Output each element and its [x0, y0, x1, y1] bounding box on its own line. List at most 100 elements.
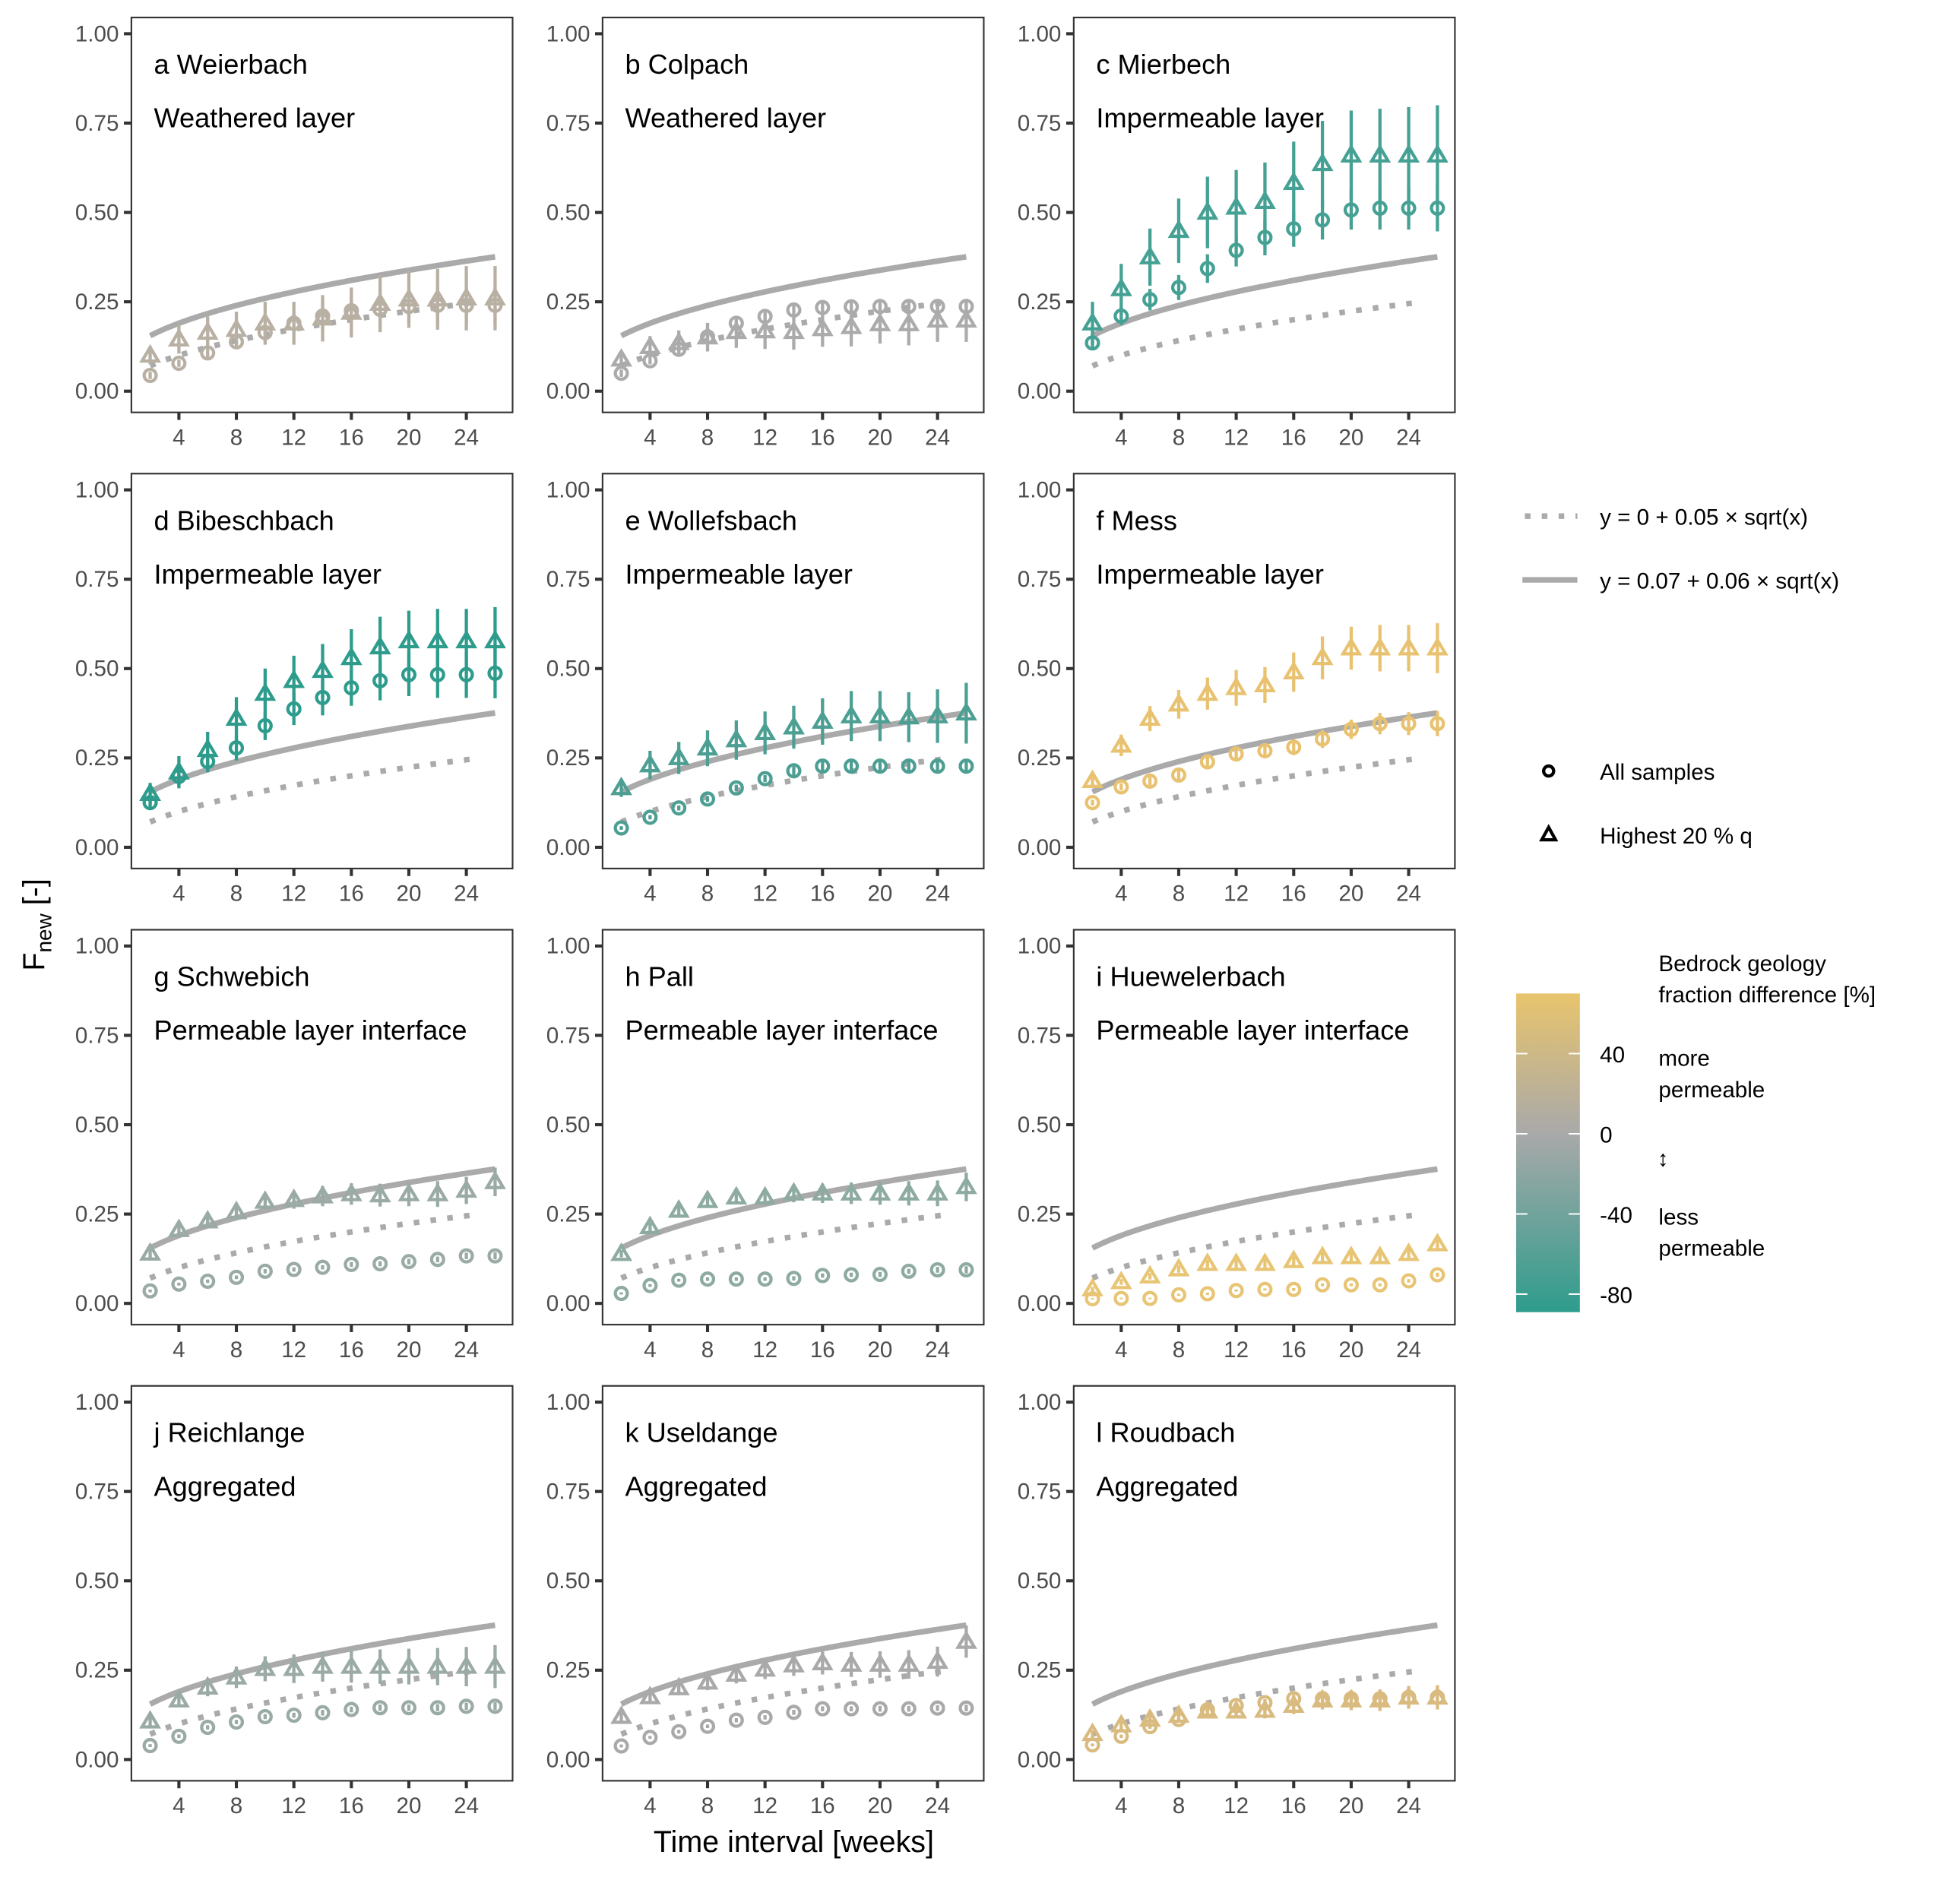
- x-tick-label: 12: [281, 425, 306, 450]
- reference-line-dotted: [1091, 1211, 1423, 1281]
- point-all-samples-circle: [699, 1718, 716, 1734]
- reference-line-solid: [1091, 254, 1438, 339]
- point-highest-20-triangle: [1311, 1246, 1334, 1265]
- x-tick-label: 20: [397, 882, 422, 907]
- point-all-samples-circle: [401, 299, 417, 315]
- y-tick-label: 0.00: [75, 379, 119, 404]
- point-all-samples-circle: [728, 780, 744, 796]
- point-all-samples-circle: [642, 1730, 658, 1746]
- point-all-samples-circle: [200, 345, 216, 361]
- point-highest-20-triangle: [926, 309, 949, 328]
- point-highest-20-triangle: [696, 736, 719, 756]
- panels-grid: 0.00 0.25 0.50 0.75 1.00 4 8 12 16 20 24 a Weierbac…: [75, 16, 1456, 1818]
- panel-subtitle: Aggregated: [625, 1470, 767, 1502]
- x-tick-label: 24: [454, 1337, 479, 1363]
- point-highest-20-triangle: [840, 1653, 863, 1672]
- point-highest-20-triangle: [397, 1182, 420, 1201]
- legend-highest-20-label: Highest 20 % q: [1600, 824, 1753, 849]
- point-all-samples-circle: [757, 309, 773, 324]
- point-all-samples-circle: [671, 1723, 687, 1739]
- point-highest-20-triangle: [312, 1185, 334, 1204]
- point-all-samples-circle: [286, 315, 302, 331]
- point-all-samples-circle: [1315, 1277, 1331, 1293]
- point-highest-20-triangle: [1369, 144, 1392, 163]
- point-highest-20-triangle: [1340, 144, 1363, 163]
- point-highest-20-triangle: [1282, 660, 1305, 680]
- point-all-samples-circle: [1401, 1689, 1417, 1705]
- point-all-samples-circle: [1343, 1277, 1359, 1293]
- y-tick-label: 0.00: [546, 379, 591, 404]
- point-highest-20-triangle: [426, 1655, 449, 1674]
- reference-line-solid: [1091, 1166, 1438, 1251]
- reference-line-dotted: [620, 755, 952, 825]
- point-all-samples-circle: [372, 1255, 388, 1272]
- panel-l: 0.00 0.25 0.50 0.75 1.00 4 8 12 16 20 24 l Roudbach…: [1018, 1385, 1456, 1818]
- point-all-samples-circle: [671, 341, 687, 357]
- point-all-samples-circle: [372, 301, 388, 318]
- point-highest-20-triangle: [283, 1188, 306, 1208]
- point-highest-20-triangle: [1254, 1252, 1276, 1271]
- point-all-samples-circle: [315, 308, 331, 324]
- panel-title: i Huewelerbach: [1096, 961, 1285, 992]
- x-tick-label: 12: [752, 882, 777, 907]
- panel-title: j Reichlange: [154, 1417, 306, 1448]
- panel-title: e Wollefsbach: [625, 505, 796, 536]
- legend-all-samples-label: All samples: [1600, 760, 1715, 785]
- y-tick-label: 1.00: [75, 1390, 119, 1415]
- x-tick-label: 4: [173, 1337, 185, 1363]
- point-all-samples-circle: [728, 315, 744, 331]
- y-tick-label: 1.00: [75, 934, 119, 959]
- point-highest-20-triangle: [1225, 676, 1248, 695]
- point-all-samples-circle: [429, 666, 445, 682]
- x-tick-label: 20: [1338, 882, 1363, 907]
- x-tick-label: 16: [1281, 1793, 1306, 1818]
- point-highest-20-triangle: [811, 1182, 834, 1201]
- point-highest-20-triangle: [926, 1650, 949, 1670]
- point-all-samples-circle: [458, 1698, 474, 1714]
- y-tick-label: 1.00: [546, 21, 591, 46]
- point-all-samples-circle: [1372, 1277, 1388, 1293]
- point-highest-20-triangle: [754, 1658, 777, 1677]
- x-tick-label: 16: [1281, 1337, 1306, 1363]
- point-all-samples-circle: [872, 758, 888, 774]
- point-highest-20-triangle: [783, 1182, 805, 1201]
- point-all-samples-circle: [613, 1738, 629, 1754]
- x-tick-label: 24: [454, 425, 479, 450]
- point-highest-20-triangle: [725, 1185, 748, 1205]
- y-axis-title-unit: [-]: [17, 878, 51, 913]
- point-highest-20-triangle: [667, 1676, 690, 1695]
- y-tick-label: 0.75: [1018, 1023, 1062, 1048]
- point-all-samples-circle: [200, 754, 216, 770]
- panel-subtitle: Permeable layer interface: [625, 1014, 938, 1046]
- point-all-samples-circle: [1199, 1286, 1215, 1302]
- point-all-samples-circle: [1372, 200, 1388, 216]
- point-all-samples-circle: [171, 1276, 187, 1292]
- reference-line-dotted: [1091, 299, 1423, 369]
- panel-subtitle: Impermeable layer: [1096, 559, 1323, 590]
- point-highest-20-triangle: [1138, 707, 1161, 726]
- panel-title: f Mess: [1096, 505, 1176, 536]
- point-highest-20-triangle: [225, 1666, 248, 1685]
- point-highest-20-triangle: [1167, 1258, 1190, 1277]
- panel-title: h Pall: [625, 961, 693, 992]
- point-all-samples-circle: [1228, 242, 1244, 258]
- point-all-samples-circle: [1343, 721, 1359, 737]
- point-highest-20-triangle: [1167, 692, 1190, 712]
- point-all-samples-circle: [142, 1283, 158, 1299]
- x-tick-label: 24: [925, 1793, 950, 1818]
- x-tick-label: 8: [701, 425, 714, 450]
- reference-line-dotted: [620, 1211, 952, 1281]
- x-tick-label: 20: [867, 1337, 892, 1363]
- point-highest-20-triangle: [397, 629, 420, 649]
- y-tick-label: 0.50: [1018, 1568, 1062, 1594]
- point-all-samples-circle: [1142, 292, 1158, 308]
- point-all-samples-circle: [671, 800, 687, 816]
- point-highest-20-triangle: [283, 669, 306, 688]
- point-highest-20-triangle: [167, 1689, 190, 1708]
- y-tick-label: 0.00: [546, 1291, 591, 1316]
- point-highest-20-triangle: [811, 1651, 834, 1670]
- point-all-samples-circle: [229, 1269, 245, 1285]
- point-highest-20-triangle: [610, 1242, 632, 1261]
- point-all-samples-circle: [1315, 1691, 1331, 1707]
- point-highest-20-triangle: [869, 312, 891, 331]
